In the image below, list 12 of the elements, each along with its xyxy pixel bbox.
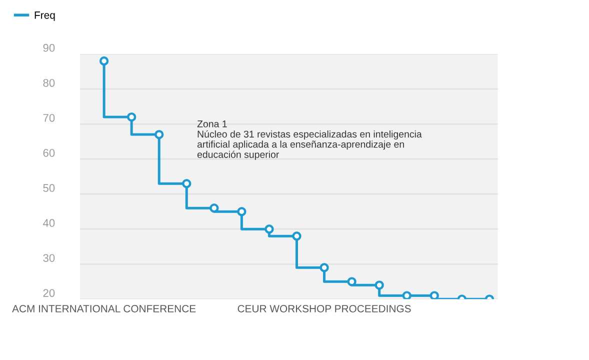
y-tick-label: 80 [43,78,55,87]
legend-label: Freq [34,12,55,21]
y-tick-label: 40 [43,219,55,227]
y-tick-label: 50 [43,184,55,192]
annotation: Zona 1 Núcleo de 31 revistas especializadas en inteligencia artificial aplicada a la enseñanza-aprendizaje en educación superior [197,120,422,160]
y-tick-label: 70 [43,114,55,122]
x-tick-label: ACM INTERNATIONAL CONFERENCE [12,304,196,312]
y-tick-label: 60 [43,149,55,157]
y-tick-label: 30 [43,254,55,262]
y-tick-label: 20 [43,289,55,297]
y-tick-label: 90 [43,44,55,52]
x-tick-label: CEUR WORKSHOP PROCEEDINGS [238,304,411,312]
